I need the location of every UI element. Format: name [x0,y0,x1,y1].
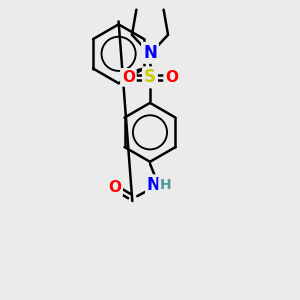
Text: H: H [160,178,172,192]
Text: S: S [144,68,156,86]
Text: N: N [147,176,161,194]
Text: O: O [165,70,178,85]
Text: O: O [122,70,135,85]
Text: O: O [108,180,121,195]
Text: N: N [143,44,157,62]
